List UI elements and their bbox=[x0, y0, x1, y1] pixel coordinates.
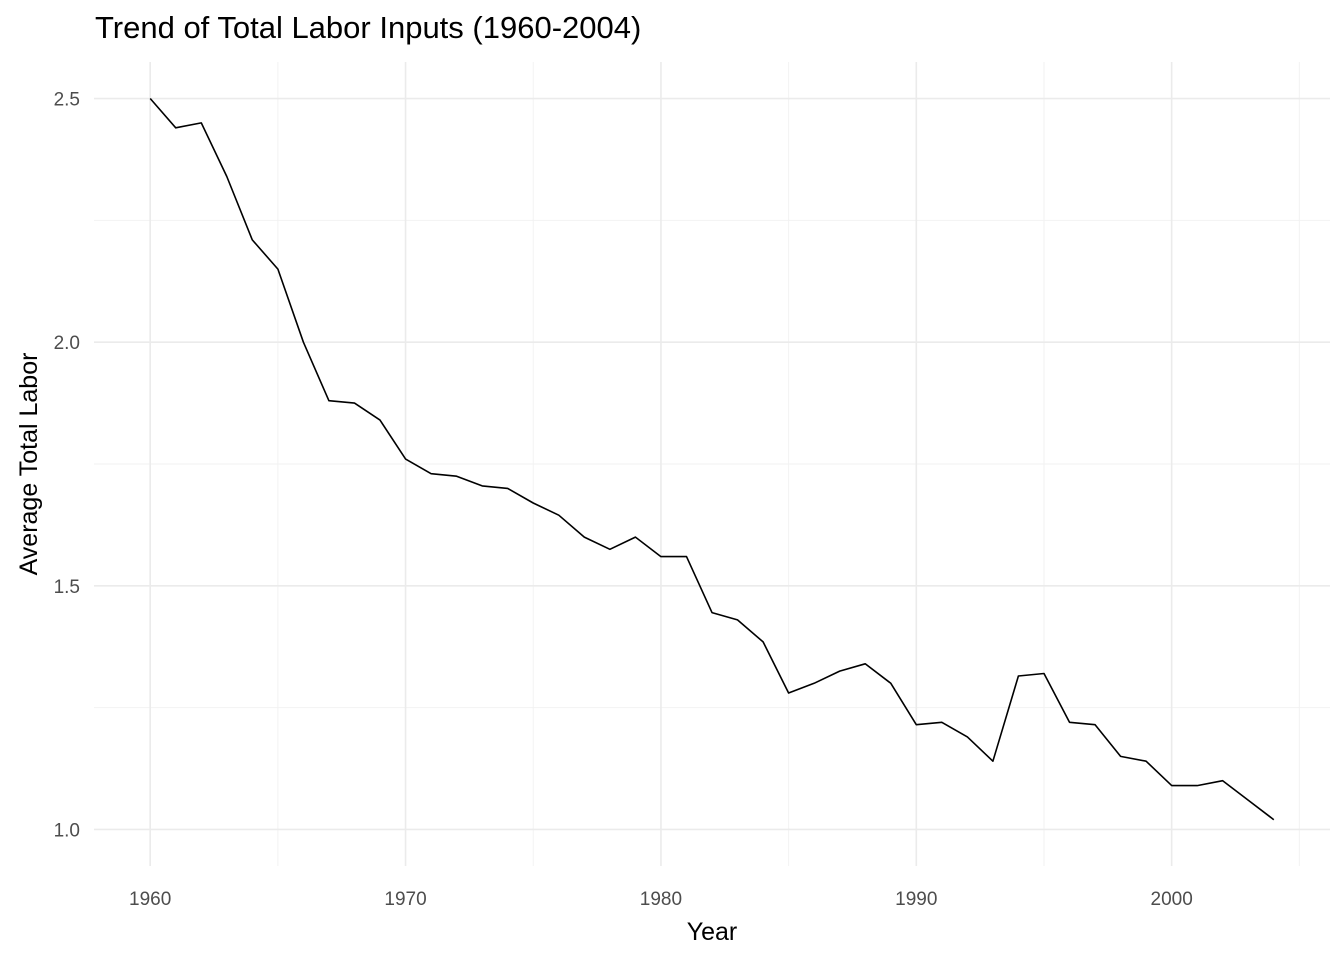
x-tick-label: 1960 bbox=[129, 889, 171, 910]
x-tick-label: 1970 bbox=[384, 889, 426, 910]
minor-gridlines bbox=[94, 62, 1330, 866]
y-tick-label: 1.5 bbox=[54, 577, 80, 598]
tick-labels: 1960 1970 1980 1990 2000 1.0 1.5 2.0 2.5 bbox=[54, 90, 1193, 910]
x-tick-label: 1980 bbox=[640, 889, 682, 910]
x-tick-label: 1990 bbox=[895, 889, 937, 910]
series-line-1 bbox=[149, 97, 1275, 821]
y-axis-title: Average Total Labor bbox=[15, 353, 43, 576]
y-tick-label: 1.0 bbox=[54, 820, 80, 841]
x-axis-title: Year bbox=[687, 918, 738, 946]
y-tick-label: 2.5 bbox=[54, 90, 80, 111]
y-tick-label: 2.0 bbox=[54, 333, 80, 354]
series-layer bbox=[149, 97, 1275, 821]
x-tick-label: 2000 bbox=[1151, 889, 1193, 910]
major-gridlines bbox=[94, 62, 1330, 866]
chart-title: Trend of Total Labor Inputs (1960-2004) bbox=[95, 10, 642, 45]
